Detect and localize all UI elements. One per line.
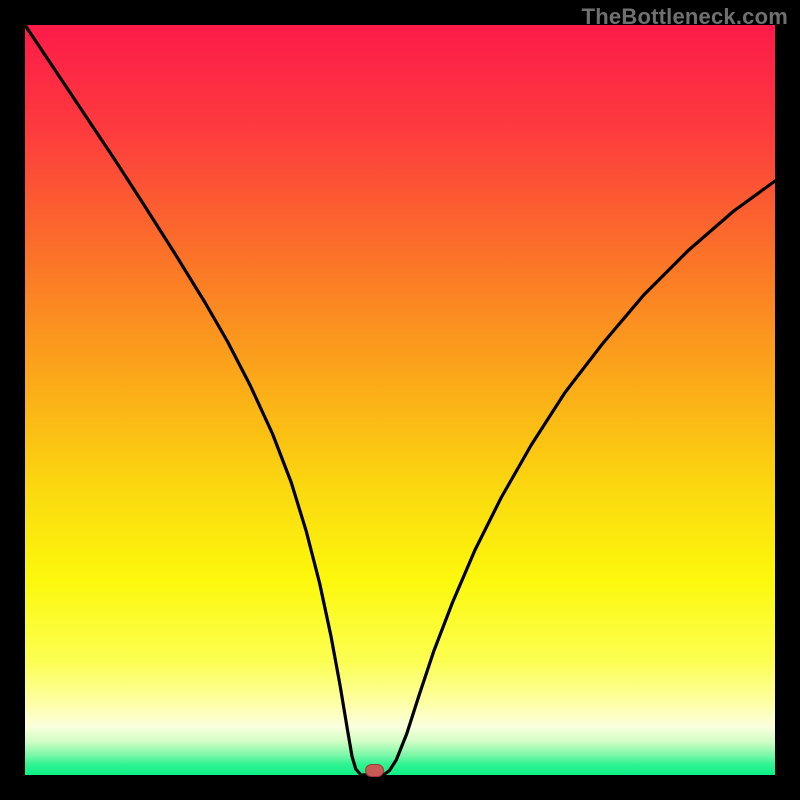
chart-container: TheBottleneck.com <box>0 0 800 800</box>
optimal-marker <box>366 765 384 777</box>
plot-background <box>25 25 775 775</box>
watermark-text: TheBottleneck.com <box>582 4 788 30</box>
bottleneck-chart <box>0 0 800 800</box>
